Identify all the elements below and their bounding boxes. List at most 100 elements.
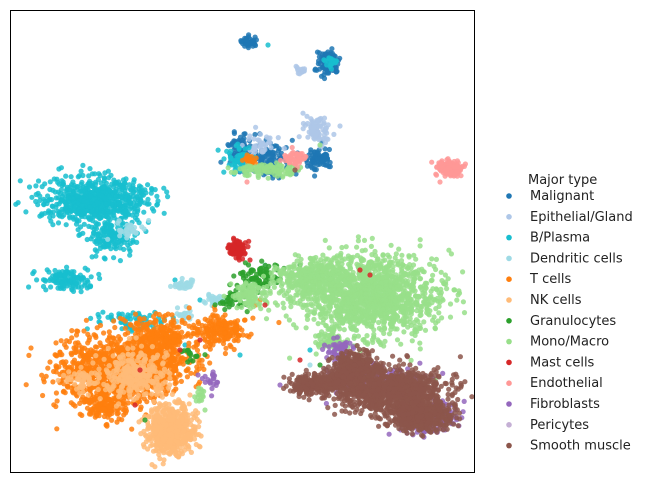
data-point bbox=[120, 379, 127, 386]
data-point bbox=[243, 155, 249, 161]
data-point bbox=[165, 194, 171, 200]
data-point bbox=[72, 214, 78, 221]
data-point bbox=[71, 360, 77, 366]
data-point bbox=[157, 456, 163, 462]
data-point bbox=[100, 309, 106, 315]
data-point bbox=[235, 338, 241, 344]
data-point bbox=[223, 345, 229, 351]
data-point bbox=[196, 443, 202, 449]
data-point bbox=[116, 394, 122, 400]
data-point bbox=[51, 176, 57, 182]
data-point bbox=[393, 251, 399, 257]
data-point bbox=[117, 245, 123, 251]
data-point bbox=[115, 220, 121, 226]
data-point bbox=[257, 267, 264, 273]
data-point bbox=[104, 423, 110, 429]
data-point bbox=[94, 221, 100, 227]
data-point bbox=[263, 154, 269, 160]
data-point bbox=[197, 326, 203, 332]
data-point bbox=[23, 209, 29, 215]
data-point bbox=[235, 141, 241, 147]
data-point bbox=[142, 335, 148, 341]
data-point bbox=[125, 312, 131, 318]
data-point bbox=[102, 407, 108, 413]
data-point bbox=[111, 335, 117, 341]
data-point bbox=[226, 143, 232, 149]
data-point bbox=[166, 432, 172, 438]
data-point bbox=[226, 333, 232, 339]
data-point bbox=[153, 374, 159, 380]
data-point bbox=[184, 374, 190, 380]
data-point bbox=[64, 264, 70, 270]
data-point bbox=[124, 226, 130, 232]
data-point bbox=[167, 382, 173, 388]
data-point bbox=[119, 417, 125, 423]
data-point bbox=[125, 346, 131, 352]
data-point bbox=[138, 343, 145, 349]
data-point bbox=[102, 170, 108, 176]
data-point bbox=[174, 439, 180, 445]
data-point bbox=[316, 66, 323, 72]
data-point bbox=[83, 317, 89, 323]
data-point bbox=[92, 171, 98, 177]
data-point bbox=[55, 377, 61, 383]
data-point bbox=[169, 425, 175, 431]
data-point bbox=[138, 199, 144, 205]
data-point bbox=[86, 411, 93, 417]
data-point bbox=[215, 316, 222, 322]
data-point bbox=[212, 307, 218, 313]
data-point bbox=[117, 355, 123, 361]
data-point bbox=[79, 412, 85, 418]
data-point bbox=[179, 329, 185, 335]
data-point bbox=[242, 43, 248, 49]
data-point bbox=[111, 215, 117, 221]
data-point bbox=[116, 179, 122, 185]
data-point bbox=[100, 185, 106, 191]
data-point bbox=[17, 178, 23, 184]
data-point bbox=[257, 131, 264, 137]
data-point bbox=[84, 199, 90, 205]
data-point bbox=[207, 346, 213, 352]
data-point bbox=[124, 194, 130, 200]
data-point bbox=[113, 362, 119, 368]
data-point bbox=[329, 46, 335, 52]
data-point bbox=[86, 377, 92, 383]
data-point bbox=[156, 324, 162, 331]
data-point bbox=[143, 391, 149, 397]
data-point bbox=[54, 426, 60, 432]
data-point bbox=[192, 413, 199, 419]
data-point bbox=[242, 146, 248, 152]
data-point bbox=[154, 392, 160, 398]
data-point bbox=[322, 153, 328, 159]
data-point bbox=[166, 439, 172, 445]
data-point bbox=[121, 389, 127, 395]
data-point bbox=[137, 372, 143, 378]
data-point bbox=[225, 325, 231, 331]
data-point bbox=[64, 338, 70, 344]
data-point bbox=[297, 71, 303, 77]
data-point bbox=[160, 360, 166, 366]
data-point bbox=[80, 162, 86, 168]
data-point bbox=[152, 419, 158, 425]
data-point bbox=[86, 214, 92, 220]
data-point bbox=[105, 345, 111, 351]
data-point bbox=[325, 157, 331, 163]
data-point bbox=[171, 332, 177, 338]
data-point bbox=[318, 115, 324, 122]
data-point bbox=[33, 198, 39, 205]
data-point bbox=[97, 242, 103, 248]
data-point bbox=[63, 222, 69, 228]
data-point bbox=[262, 147, 268, 153]
data-point bbox=[114, 411, 120, 417]
data-point bbox=[123, 231, 129, 237]
data-point bbox=[121, 407, 128, 413]
data-point bbox=[109, 181, 115, 187]
data-point bbox=[117, 374, 123, 380]
data-point bbox=[95, 386, 101, 393]
data-point bbox=[241, 131, 247, 137]
data-point bbox=[31, 269, 37, 275]
data-point bbox=[97, 396, 103, 402]
data-point bbox=[174, 434, 180, 440]
data-point bbox=[182, 407, 188, 413]
